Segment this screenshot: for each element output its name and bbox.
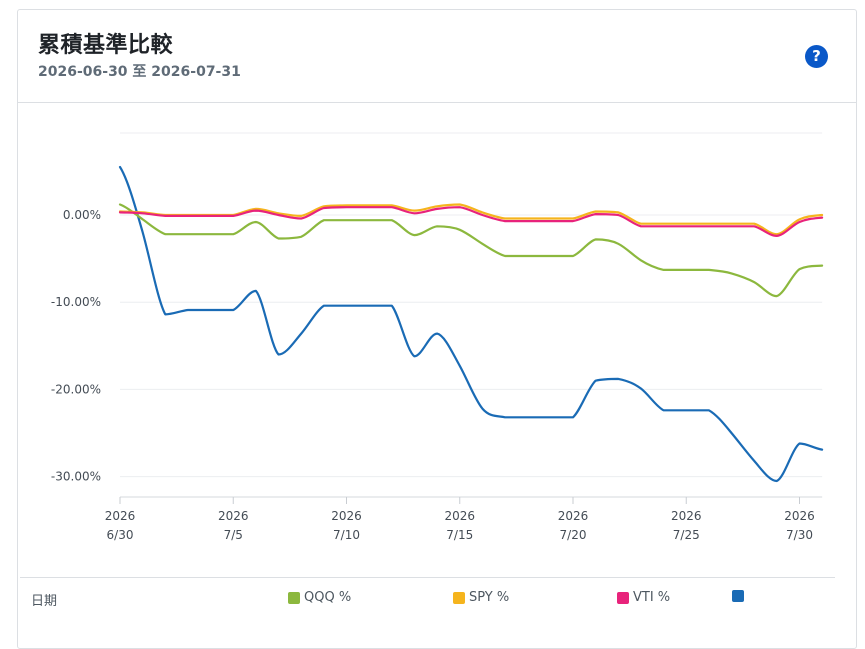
legend-swatch-qqq: [288, 591, 300, 604]
chart-title: 累積基準比較: [38, 33, 174, 58]
legend-swatch-spy: [453, 591, 465, 604]
chart-card: 累積基準比較 2026-06-30 至 2026-07-31 ?: [17, 9, 857, 649]
x-tick-label: 7/20: [560, 528, 587, 542]
legend-item-spy[interactable]: SPY %: [453, 590, 509, 605]
help-icon[interactable]: ?: [805, 45, 828, 68]
legend-swatch-portfolio: [732, 590, 744, 602]
legend-item-vti[interactable]: VTI %: [617, 590, 670, 605]
y-tick-label: -10.00%: [51, 295, 101, 309]
x-tick-year: 2026: [218, 509, 249, 523]
legend-item-qqq[interactable]: QQQ %: [288, 590, 351, 605]
series-line-portfolio: [118, 165, 824, 483]
legend: 日期 QQQ % SPY % VTI %: [20, 577, 835, 618]
series-line-qqq: [118, 203, 824, 298]
x-tick-year: 2026: [784, 509, 815, 523]
series-line-spy: [118, 203, 824, 236]
line-chart: 0.00% -10.00% -20.00% -30.00% 2026 6/30 2026 7/…: [51, 132, 824, 542]
x-tick-label: 7/10: [333, 528, 360, 542]
series-line-vti: [118, 206, 824, 237]
x-tick-label: 6/30: [107, 528, 134, 542]
y-tick-label: -20.00%: [51, 382, 101, 396]
x-tick-year: 2026: [671, 509, 702, 523]
x-tick-year: 2026: [558, 509, 589, 523]
y-tick-label: 0.00%: [63, 208, 101, 222]
legend-label-spy: SPY %: [469, 590, 510, 605]
x-tick-label: 7/15: [446, 528, 473, 542]
x-tick-year: 2026: [444, 509, 475, 523]
card-header: 累積基準比較 2026-06-30 至 2026-07-31 ?: [18, 10, 856, 103]
x-tick-year: 2026: [331, 509, 362, 523]
legend-label-vti: VTI %: [633, 590, 671, 605]
x-tick-label: 7/30: [786, 528, 813, 542]
legend-swatch-vti: [617, 591, 629, 604]
legend-label-qqq: QQQ %: [304, 590, 352, 605]
legend-date-label: 日期: [31, 594, 58, 609]
date-range: 2026-06-30 至 2026-07-31: [38, 64, 241, 80]
x-tick-label: 7/5: [224, 528, 243, 542]
x-tick-label: 7/25: [673, 528, 700, 542]
x-tick-year: 2026: [105, 509, 136, 523]
y-tick-label: -30.00%: [51, 470, 101, 484]
legend-item-portfolio[interactable]: [732, 590, 748, 602]
